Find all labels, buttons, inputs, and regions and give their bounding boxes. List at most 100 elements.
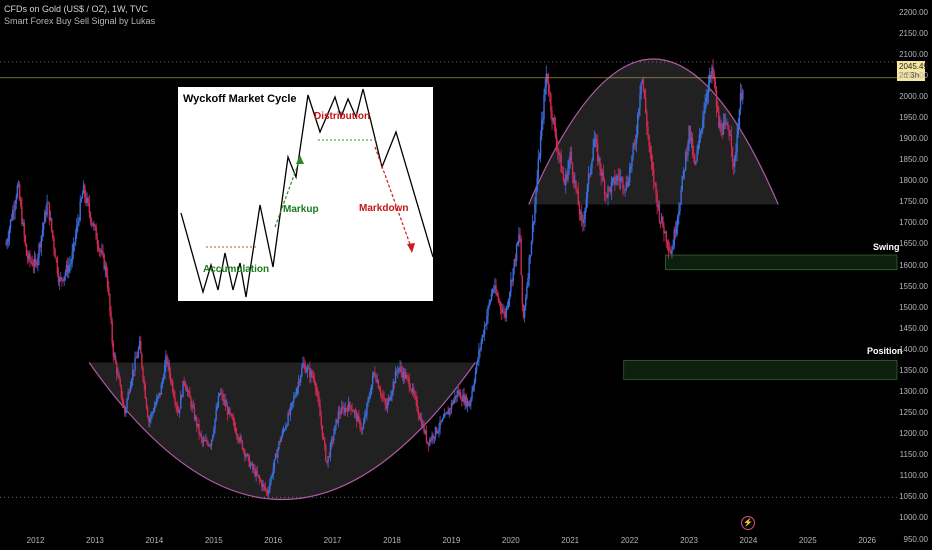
candle-body [333, 434, 335, 441]
price-tick-label: 2200.00 [899, 7, 928, 17]
candle-body [338, 411, 341, 414]
candle-body [126, 399, 128, 409]
candle-body [63, 276, 65, 281]
candle-body [275, 454, 278, 458]
candle-body [349, 402, 351, 406]
candle-body [22, 222, 24, 225]
candle-body [272, 468, 274, 476]
candle-body [191, 405, 193, 408]
candle-body [385, 404, 388, 409]
candle-body [291, 401, 294, 404]
wyckoff-title: Wyckoff Market Cycle [183, 93, 297, 105]
candle-body [526, 285, 528, 298]
time-tick-label: 2023 [680, 536, 698, 545]
candle-body [531, 223, 534, 242]
candle-body [256, 471, 258, 476]
candle-body [281, 431, 284, 437]
candle-body [289, 406, 292, 415]
candle-body [224, 399, 226, 406]
candle-body [255, 471, 257, 477]
candle-body [426, 441, 429, 443]
candle-body [392, 382, 394, 392]
candle-body [681, 175, 683, 190]
candle-body [90, 221, 93, 223]
candle-body [391, 391, 393, 397]
current-price-tag: 2045.49 2d 3h [897, 61, 928, 81]
candle-body [110, 310, 112, 322]
candle-body [623, 188, 625, 190]
candle-body [704, 102, 706, 113]
candle-body [698, 134, 701, 144]
candle-body [489, 300, 492, 303]
candle-body [527, 278, 529, 286]
price-tick-label: 1000.00 [899, 513, 928, 523]
candle-body [573, 175, 575, 184]
candle-body [425, 430, 428, 442]
candle-body [694, 155, 696, 164]
price-tick-label: 1900.00 [899, 134, 928, 144]
price-tick-label: 1550.00 [899, 281, 928, 291]
lightning-icon[interactable]: ⚡ [741, 516, 755, 530]
candle-body [673, 229, 675, 246]
candle-body [616, 175, 618, 182]
candle-body [229, 408, 231, 414]
candle-body [678, 211, 680, 217]
candle-body [56, 259, 59, 274]
candle-body [317, 392, 319, 397]
candle-body [52, 230, 54, 238]
candle-body [651, 162, 654, 169]
candle-body [445, 413, 447, 415]
candle-body [184, 382, 187, 388]
candle-body [370, 384, 373, 394]
candle-body [569, 151, 571, 161]
candle-body [193, 407, 196, 419]
candle-body [97, 244, 100, 250]
candle-body [105, 265, 108, 276]
candle-body [336, 419, 338, 423]
candle-body [266, 491, 269, 494]
candle-body [576, 189, 578, 191]
candle-body [406, 374, 408, 377]
candle-body [153, 407, 156, 412]
candle-body [402, 371, 405, 378]
candle-body [488, 302, 490, 307]
candle-body [642, 79, 645, 90]
candle-body [377, 380, 380, 389]
candle-body [280, 436, 282, 442]
candle-body [124, 405, 126, 414]
candle-body [104, 265, 107, 270]
candle-body [646, 112, 648, 127]
candle-body [13, 209, 15, 211]
candle-body [15, 197, 17, 205]
candle-body [252, 463, 254, 469]
price-tick-label: 1100.00 [899, 471, 928, 481]
candle-body [305, 371, 308, 373]
candle-body [726, 123, 728, 125]
candle-body [202, 440, 205, 443]
candle-body [309, 367, 311, 378]
candle-body [118, 374, 120, 380]
price-tick-label: 1150.00 [899, 450, 928, 460]
candle-body [138, 340, 141, 349]
candle-body [18, 184, 21, 200]
candle-body [116, 363, 118, 375]
candle-body [248, 456, 250, 467]
markup-label: Markup [283, 204, 319, 215]
price-tick-label: 1850.00 [899, 155, 928, 165]
candle-body [102, 251, 104, 255]
candle-body [555, 136, 558, 147]
candle-body [244, 449, 246, 457]
candle-body [512, 268, 514, 282]
candle-body [591, 160, 593, 168]
candle-body [449, 408, 452, 410]
candle-body [631, 155, 633, 167]
rounded-top-arc [528, 58, 779, 205]
candle-body [318, 396, 320, 406]
candle-body [607, 187, 609, 198]
candle-body [447, 411, 449, 415]
candle-body [536, 177, 538, 192]
candle-body [379, 390, 382, 395]
candle-body [688, 125, 690, 144]
candle-body [535, 191, 537, 205]
